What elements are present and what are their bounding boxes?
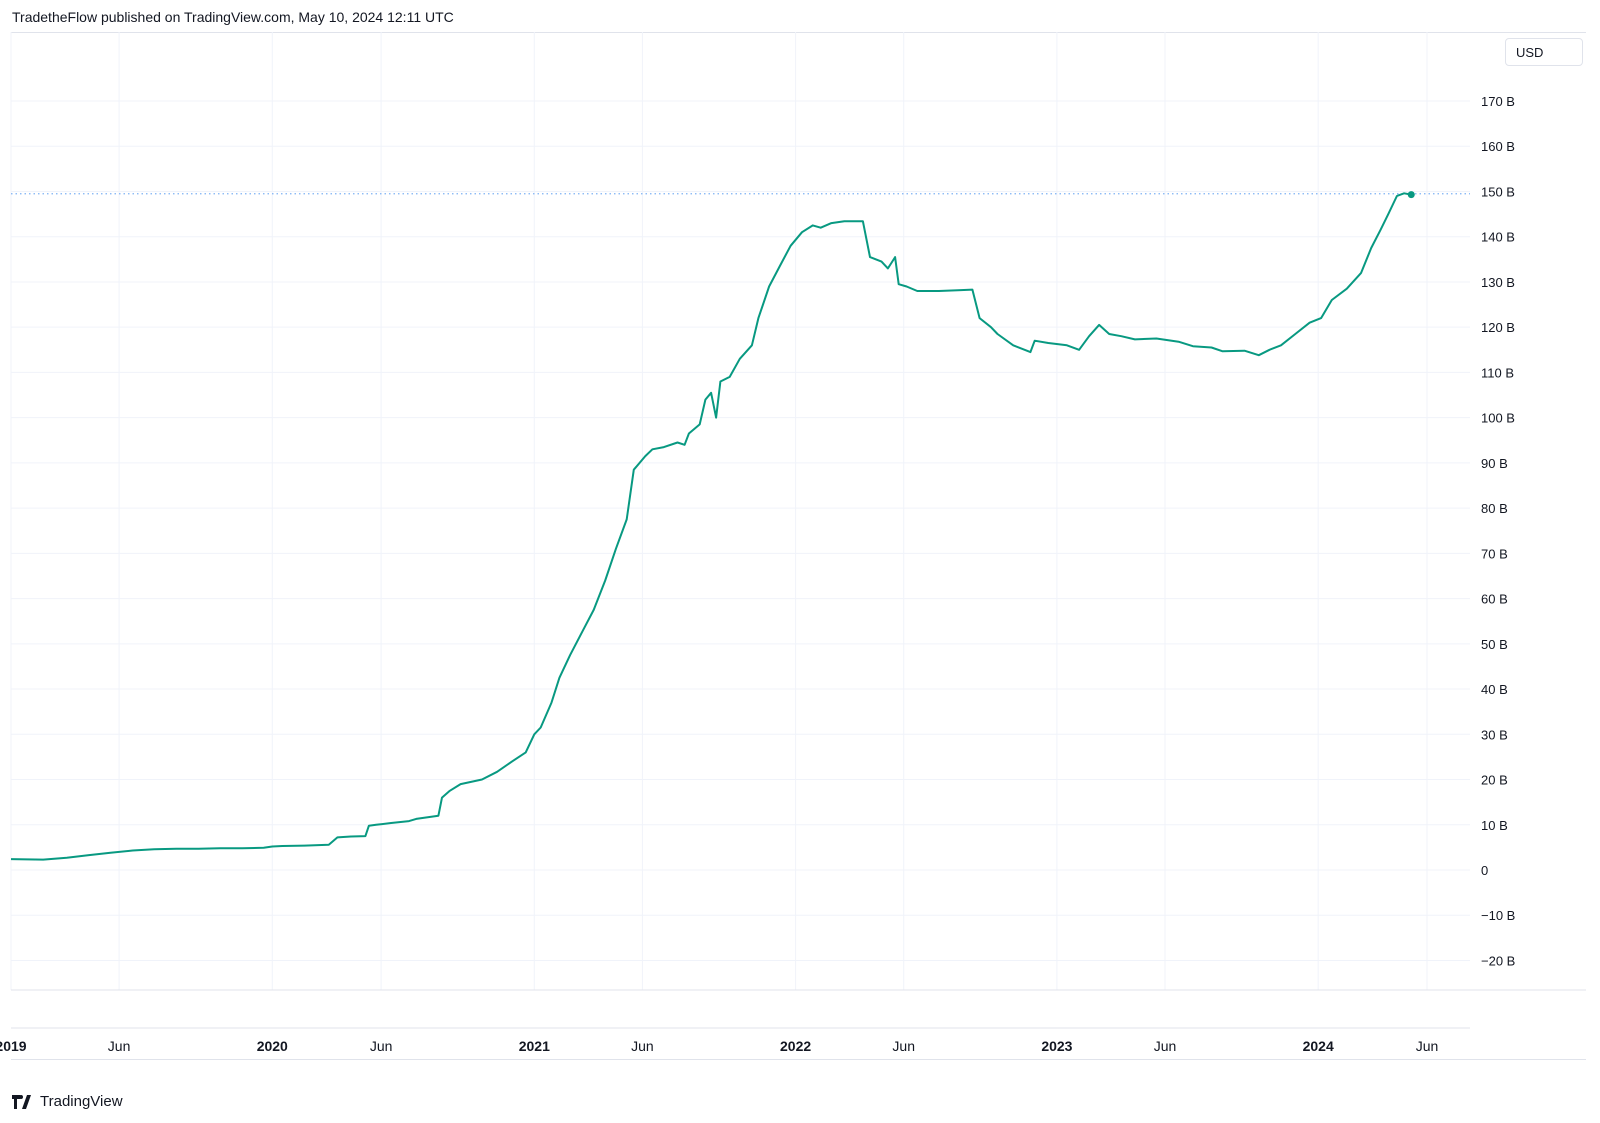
y-tick-label: 20 B <box>1481 773 1508 788</box>
publisher-caption: TradetheFlow published on TradingView.co… <box>12 9 454 25</box>
y-tick-label: 100 B <box>1481 411 1515 426</box>
footer: TradingView <box>12 1093 123 1110</box>
chart-axes: 170 B 160 B 150 B 140 B 130 B 120 B 110 B 100 B… <box>0 94 1586 1054</box>
chart-frame <box>11 32 1586 1060</box>
y-tick-label: 90 B <box>1481 456 1508 471</box>
y-tick-label: 30 B <box>1481 727 1508 742</box>
chart-series <box>10 191 1470 861</box>
series-line[interactable] <box>10 192 1412 861</box>
y-tick-label: 160 B <box>1481 139 1515 154</box>
y-tick-label: −10 B <box>1481 908 1515 923</box>
x-tick-label: Jun <box>892 1038 915 1054</box>
currency-badge[interactable]: USD <box>1505 38 1583 66</box>
y-tick-label: 0 <box>1481 863 1488 878</box>
y-tick-label: 140 B <box>1481 230 1515 245</box>
y-tick-label: 40 B <box>1481 682 1508 697</box>
x-tick-label: Jun <box>108 1038 131 1054</box>
x-tick-label: Jun <box>1154 1038 1177 1054</box>
x-tick-label: Jun <box>631 1038 654 1054</box>
x-tick-label: 2021 <box>519 1038 550 1054</box>
y-tick-label: 170 B <box>1481 94 1515 109</box>
tradingview-logo-icon <box>12 1094 31 1109</box>
x-tick-label: 2023 <box>1041 1038 1072 1054</box>
y-tick-label: 60 B <box>1481 592 1508 607</box>
chart-grid <box>10 32 1470 990</box>
y-tick-label: 130 B <box>1481 275 1515 290</box>
y-tick-label: 70 B <box>1481 546 1508 561</box>
x-tick-label: 2024 <box>1303 1038 1334 1054</box>
y-tick-label: −20 B <box>1481 953 1515 968</box>
y-tick-label: 150 B <box>1481 184 1515 199</box>
last-point-marker[interactable] <box>1407 191 1415 199</box>
x-tick-label: 2020 <box>257 1038 288 1054</box>
y-tick-label: 10 B <box>1481 818 1508 833</box>
y-tick-label: 80 B <box>1481 501 1508 516</box>
footer-brand: TradingView <box>40 1093 123 1110</box>
y-tick-label: 110 B <box>1481 365 1514 380</box>
x-tick-label: 2022 <box>780 1038 811 1054</box>
x-tick-label: Jun <box>370 1038 393 1054</box>
x-tick-label: Jun <box>1416 1038 1439 1054</box>
x-tick-label: 2019 <box>0 1038 27 1054</box>
y-tick-label: 50 B <box>1481 637 1508 652</box>
y-tick-label: 120 B <box>1481 320 1515 335</box>
